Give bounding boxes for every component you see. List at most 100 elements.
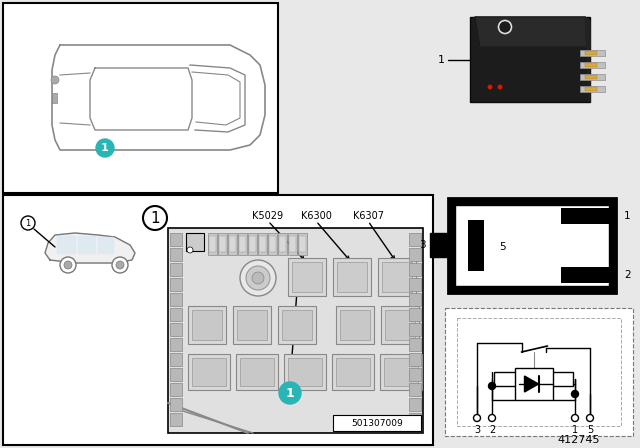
Bar	[170, 338, 182, 351]
Bar	[409, 233, 421, 246]
Circle shape	[488, 85, 493, 90]
Circle shape	[60, 257, 76, 273]
Bar	[468, 220, 484, 271]
Bar	[170, 383, 182, 396]
Bar	[409, 278, 421, 291]
Circle shape	[572, 391, 579, 397]
Circle shape	[279, 382, 301, 404]
Text: 1: 1	[150, 211, 160, 225]
Bar	[580, 50, 605, 56]
Bar	[238, 233, 247, 255]
Bar	[409, 383, 421, 396]
Bar	[258, 233, 267, 255]
Bar	[170, 293, 182, 306]
Circle shape	[488, 414, 495, 422]
Bar	[269, 236, 276, 252]
Bar	[170, 233, 182, 246]
Bar	[409, 368, 421, 381]
Circle shape	[474, 414, 481, 422]
Bar	[288, 358, 322, 386]
Circle shape	[116, 261, 124, 269]
Bar	[170, 368, 182, 381]
Bar	[170, 308, 182, 321]
Bar	[470, 17, 590, 102]
Bar	[229, 236, 236, 252]
Text: 2: 2	[624, 270, 630, 280]
Bar	[561, 267, 609, 283]
Bar	[170, 398, 182, 411]
Bar	[585, 51, 597, 55]
Bar	[3, 3, 278, 193]
Circle shape	[497, 85, 502, 90]
Bar	[279, 236, 286, 252]
Bar	[494, 372, 573, 386]
Text: 1: 1	[101, 143, 109, 153]
Bar	[409, 413, 421, 426]
Circle shape	[586, 414, 593, 422]
Bar	[188, 354, 230, 390]
Bar	[382, 262, 412, 292]
Bar	[236, 354, 278, 390]
Bar	[239, 236, 246, 252]
Bar	[3, 195, 433, 445]
Bar	[384, 358, 418, 386]
Bar	[170, 353, 182, 366]
Circle shape	[499, 21, 511, 33]
Bar	[580, 86, 605, 92]
Bar	[580, 62, 605, 68]
Bar	[240, 358, 274, 386]
Bar	[585, 87, 597, 91]
Bar	[192, 310, 222, 340]
Bar	[292, 262, 322, 292]
Bar	[340, 310, 370, 340]
Bar	[208, 233, 217, 255]
Bar	[580, 74, 605, 80]
Text: 412745: 412745	[557, 435, 600, 445]
Bar	[170, 323, 182, 336]
Bar	[585, 63, 597, 67]
Bar	[282, 310, 312, 340]
Bar	[385, 310, 415, 340]
Bar	[289, 236, 296, 252]
Bar	[249, 236, 256, 252]
Text: 501307009: 501307009	[351, 418, 403, 427]
Bar	[455, 205, 609, 286]
Text: 1: 1	[438, 55, 445, 65]
Text: 1: 1	[26, 219, 31, 228]
Bar	[457, 318, 621, 426]
Bar	[288, 233, 297, 255]
Bar	[268, 233, 277, 255]
Bar	[218, 233, 227, 255]
Bar	[170, 413, 182, 426]
Circle shape	[488, 383, 495, 389]
Bar	[170, 248, 182, 261]
Text: 3: 3	[419, 240, 426, 250]
Text: K6307: K6307	[353, 211, 383, 221]
Bar	[430, 233, 450, 257]
Bar	[209, 236, 216, 252]
Bar	[192, 358, 226, 386]
Circle shape	[187, 247, 193, 253]
Bar	[448, 198, 616, 293]
Bar	[409, 353, 421, 366]
Polygon shape	[475, 17, 590, 47]
Bar	[332, 354, 374, 390]
Bar	[237, 310, 267, 340]
Circle shape	[240, 260, 276, 296]
Circle shape	[572, 414, 579, 422]
Text: 1: 1	[285, 387, 294, 400]
Text: K5029: K5029	[252, 211, 284, 221]
Bar	[52, 93, 57, 103]
Polygon shape	[98, 237, 113, 253]
Bar	[188, 306, 226, 344]
Bar	[278, 306, 316, 344]
Bar	[298, 233, 307, 255]
Bar	[233, 306, 271, 344]
Bar	[409, 398, 421, 411]
Bar	[288, 258, 326, 296]
Bar	[409, 293, 421, 306]
Bar	[336, 358, 370, 386]
Text: 1: 1	[624, 211, 630, 221]
Text: 3: 3	[474, 425, 480, 435]
Text: 5: 5	[500, 242, 506, 252]
